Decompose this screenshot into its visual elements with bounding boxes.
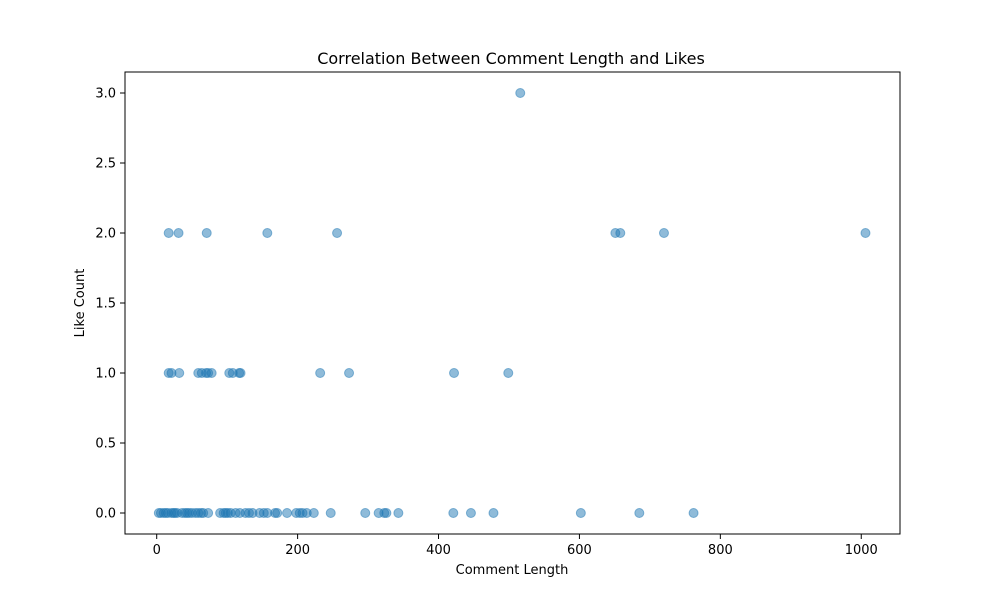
y-tick-label: 0.0 [95,507,116,522]
y-tick-label: 2.0 [95,227,116,242]
y-tick-label: 3.0 [95,87,116,102]
scatter-point-33 [272,508,283,518]
scatter-point-77 [515,88,526,98]
scatter-point-54 [174,368,185,378]
scatter-point-63 [235,368,246,378]
scatter-point-74 [615,228,626,238]
scatter-point-48 [488,508,499,518]
scatter-point-44 [381,508,392,518]
x-tick-label: 400 [426,543,451,558]
y-axis-ticks: 0.0 0.5 1.0 1.5 2.0 2.5 3.0 [95,87,125,522]
x-tick-label: 1000 [845,543,878,558]
scatter-point-70 [201,228,212,238]
scatter-point-50 [634,508,645,518]
scatter-point-59 [206,368,217,378]
scatter-point-67 [503,368,514,378]
scatter-point-75 [658,228,669,238]
y-tick-label: 1.5 [95,297,116,312]
x-axis-label: Comment Length [456,563,569,578]
scatter-point-64 [315,368,326,378]
scatter-point-47 [465,508,476,518]
x-tick-label: 0 [153,543,161,558]
scatter-point-68 [163,228,174,238]
x-tick-label: 200 [285,543,310,558]
y-tick-label: 1.0 [95,367,116,382]
points-layer [153,88,871,518]
chart-title: Correlation Between Comment Length and L… [317,49,705,68]
scatter-point-66 [449,368,460,378]
scatter-point-40 [325,508,336,518]
scatter-point-39 [308,508,319,518]
x-axis-ticks: 0 200 400 600 800 1000 [153,534,878,558]
scatter-point-41 [360,508,371,518]
y-axis-label: Like Count [73,269,88,338]
scatter-point-49 [575,508,586,518]
scatter-point-71 [262,228,273,238]
scatter-point-51 [688,508,699,518]
scatter-point-65 [344,368,355,378]
scatter-point-69 [173,228,184,238]
scatter-point-46 [448,508,459,518]
scatter-point-34 [282,508,293,518]
y-tick-label: 2.5 [95,157,116,172]
x-tick-label: 800 [708,543,733,558]
scatter-point-45 [393,508,404,518]
x-tick-label: 600 [567,543,592,558]
scatter-point-72 [332,228,343,238]
scatter-point-18 [203,508,214,518]
scatter-point-76 [860,228,871,238]
y-tick-label: 0.5 [95,437,116,452]
